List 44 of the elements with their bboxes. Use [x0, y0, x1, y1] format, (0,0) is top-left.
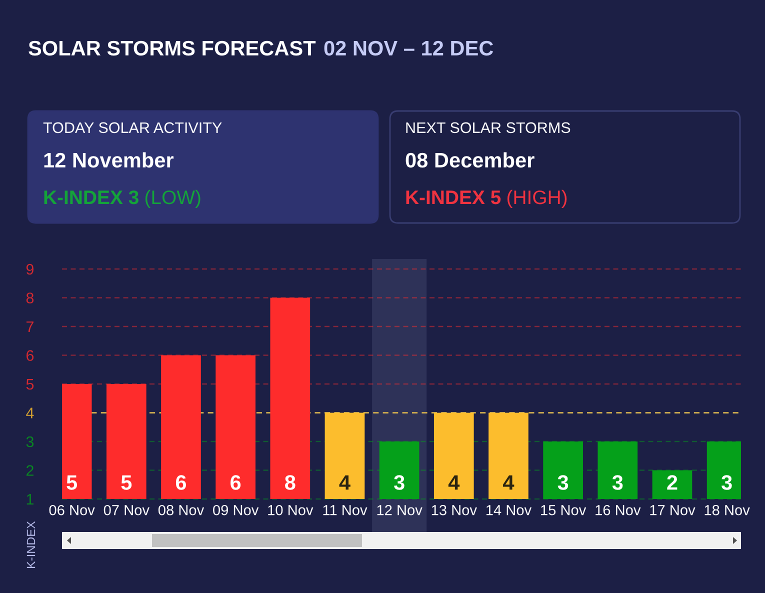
chart-subtitle: 02 NOV – 12 DEC	[324, 40, 494, 56]
chart-title: SOLAR STORMS FORECAST	[28, 40, 316, 56]
x-tick-label: 13 Nov	[432, 504, 477, 516]
text: 08 December	[406, 152, 534, 168]
data-label: 5	[66, 475, 78, 490]
x-tick-label: 12 Nov	[377, 504, 422, 516]
y-axis-title: K-INDEX	[26, 521, 36, 568]
x-tick-label: 11 Nov	[323, 505, 368, 516]
x-tick-label: 14 Nov	[486, 505, 532, 516]
text: 12 November	[44, 152, 174, 168]
y-tick-label: 5	[26, 379, 34, 390]
data-label: 2	[667, 475, 678, 490]
y-tick-label: 2	[26, 465, 34, 476]
x-tick-label: 18 Nov	[704, 504, 750, 516]
data-label: 5	[121, 475, 132, 490]
data-label: 3	[612, 475, 623, 490]
x-tick-label: 17 Nov	[650, 505, 696, 516]
data-label: 4	[448, 475, 460, 490]
y-tick-label: 3	[26, 436, 34, 448]
x-tick-label: 15 Nov	[541, 505, 586, 516]
x-tick-label: 09 Nov	[213, 504, 259, 516]
x-tick-label: 08 Nov	[158, 504, 204, 516]
data-label: 3	[394, 475, 404, 490]
data-label: 6	[176, 475, 186, 490]
data-label: 4	[339, 475, 350, 490]
y-tick-label: 4	[26, 408, 34, 418]
x-tick-label: 06 Nov	[49, 504, 95, 516]
data-label: 3	[721, 475, 732, 490]
y-tick-label: 9	[26, 264, 34, 275]
data-label: 3	[558, 475, 568, 490]
y-tick-label: 6	[26, 350, 34, 361]
x-tick-label: 16 Nov	[596, 504, 641, 516]
text: NEXT SOLAR STORMS	[406, 122, 570, 134]
text: K-INDEX 5 (HIGH)	[406, 190, 567, 208]
text: TODAY SOLAR ACTIVITY	[43, 122, 222, 134]
data-label: 8	[285, 475, 296, 490]
y-tick-label: 8	[26, 292, 34, 304]
data-label: 4	[503, 475, 514, 490]
x-tick-label: 10 Nov	[268, 504, 314, 516]
y-tick-label: 1	[26, 494, 34, 505]
data-label: 6	[230, 475, 241, 490]
x-tick-label: 07 Nov	[104, 504, 150, 516]
text: K-INDEX 3 (LOW)	[44, 190, 200, 208]
y-tick-label: 7	[26, 322, 34, 332]
